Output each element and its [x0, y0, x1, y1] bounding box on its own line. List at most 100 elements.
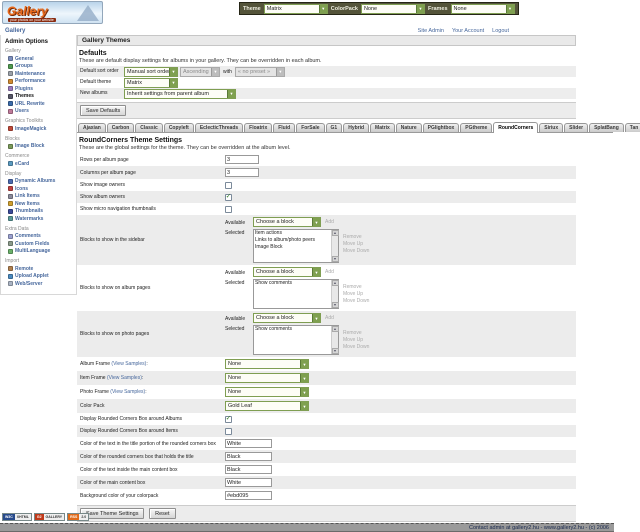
sidebar-item-thumbnails[interactable]: Thumbnails — [5, 208, 74, 216]
scroll-down-icon[interactable]: ▼ — [331, 348, 339, 354]
sidebar-item-dynamic-albums[interactable]: Dynamic Albums — [5, 178, 74, 186]
sidebar-item-comments[interactable]: Comments — [5, 233, 74, 241]
view-samples-link[interactable]: (View Samples) — [111, 361, 147, 367]
scroll-up-icon[interactable]: ▲ — [331, 326, 339, 332]
tab-classic[interactable]: Classic — [135, 123, 163, 132]
tab-eclecticthreads[interactable]: EclecticThreads — [194, 123, 244, 132]
show-micro-navigation-thumbnails-checkbox[interactable] — [225, 205, 232, 213]
sidebar-item-plugins[interactable]: Plugins — [5, 85, 74, 93]
list-option[interactable]: Image Block — [255, 244, 283, 250]
tab-floatrix[interactable]: Floatrix — [244, 123, 273, 132]
rows-per-album-page-input[interactable] — [225, 155, 259, 164]
sidebar-item-remote[interactable]: Remote — [5, 265, 74, 273]
your-account-link[interactable]: Your Account — [451, 27, 485, 34]
blocks-to-show-on-photo-pages-selected-list[interactable]: Show comments ▲ ▼ — [253, 325, 339, 355]
scroll-up-icon[interactable]: ▲ — [331, 280, 339, 286]
breadcrumb[interactable]: Gallery — [5, 27, 26, 34]
remove-button[interactable]: Remove — [343, 234, 362, 240]
scroll-down-icon[interactable]: ▼ — [331, 302, 339, 308]
list-option[interactable]: Show comments — [255, 326, 292, 332]
tab-pgtheme[interactable]: PGtheme — [460, 123, 493, 132]
move-down-button[interactable]: Move Down — [343, 248, 370, 254]
tab-pglightbox[interactable]: PGlightbox — [422, 123, 460, 132]
site-admin-link[interactable]: Site Admin — [417, 27, 444, 34]
scroll-up-icon[interactable]: ▲ — [331, 230, 339, 236]
rss-badge[interactable]: RSS 2.0 — [67, 513, 90, 521]
color-of-the-main-content-box-input[interactable] — [225, 478, 272, 487]
tab-splatbang[interactable]: SplatBang — [589, 123, 624, 132]
view-samples-link[interactable]: (View Samples) — [106, 375, 142, 381]
tab-nature[interactable]: Nature — [395, 123, 422, 132]
move-up-button[interactable]: Move Up — [343, 241, 364, 247]
view-samples-link[interactable]: (View Samples) — [110, 389, 146, 395]
tab-forsale[interactable]: ForSale — [296, 123, 325, 132]
gallery2-badge[interactable]: G2 GALLERY — [33, 513, 66, 521]
colorpack-select[interactable]: None ▼ — [360, 3, 425, 14]
tab-roundcorners[interactable]: RoundCorners — [493, 122, 539, 133]
add-button[interactable]: Add — [325, 219, 334, 225]
save-defaults-button[interactable]: Save Defaults — [80, 105, 127, 116]
item-frame-select[interactable]: None ▼ — [225, 373, 309, 383]
sidebar-item-icons[interactable]: Icons — [5, 185, 74, 193]
add-button[interactable]: Add — [325, 269, 334, 275]
gallery-logo[interactable]: Gallery your photos on your website — [2, 1, 103, 24]
sidebar-item-multilanguage[interactable]: MultiLanguage — [5, 248, 74, 256]
sidebar-item-custom-fields[interactable]: Custom Fields — [5, 240, 74, 248]
sidebar-item-watermarks[interactable]: Watermarks — [5, 215, 74, 223]
frames-select[interactable]: None ▼ — [450, 3, 515, 14]
sidebar-item-ecard[interactable]: eCard — [5, 160, 74, 168]
move-up-button[interactable]: Move Up — [343, 291, 364, 297]
list-option[interactable]: Show comments — [255, 280, 292, 286]
theme-select[interactable]: Matrix ▼ — [263, 3, 328, 14]
xhtml-badge[interactable]: W3C XHTML — [2, 513, 32, 521]
tab-fluid[interactable]: Fluid — [273, 123, 296, 132]
sidebar-item-general[interactable]: General — [5, 55, 74, 63]
blocks-to-show-in-the-sidebar-selected-list[interactable]: Item actions Links to album/photo peers Im… — [253, 229, 339, 263]
list-option[interactable]: Links to album/photo peers — [255, 237, 316, 243]
sidebar-item-users[interactable]: Users — [5, 108, 74, 116]
remove-button[interactable]: Remove — [343, 284, 362, 290]
remove-button[interactable]: Remove — [343, 330, 362, 336]
sidebar-item-new-items[interactable]: New Items — [5, 200, 74, 208]
tab-tan[interactable]: Tan — [624, 123, 640, 132]
tab-siriux[interactable]: Siriux — [539, 123, 564, 132]
list-option[interactable]: Item actions — [255, 230, 282, 236]
move-down-button[interactable]: Move Down — [343, 344, 370, 350]
sidebar-item-maintenance[interactable]: Maintenance — [5, 70, 74, 78]
move-up-button[interactable]: Move Up — [343, 337, 364, 343]
sidebar-item-link-items[interactable]: Link Items — [5, 193, 74, 201]
sidebar-item-performance[interactable]: Performance — [5, 78, 74, 86]
blocks-to-show-on-album-pages-selected-list[interactable]: Show comments ▲ ▼ — [253, 279, 339, 309]
tab-carbon[interactable]: Carbon — [106, 123, 135, 132]
logout-link[interactable]: Logout — [492, 27, 509, 34]
scrollbar[interactable]: ▲ ▼ — [331, 326, 339, 354]
sidebar-item-themes[interactable]: Themes — [5, 93, 74, 101]
display-rounded-corners-box-around-albums-checkbox[interactable]: ✓ — [225, 415, 232, 423]
color-pack-select[interactable]: Gold Leaf ▼ — [225, 401, 309, 411]
sidebar-item-url-rewrite[interactable]: URL Rewrite — [5, 100, 74, 108]
tab-hybrid[interactable]: Hybrid — [343, 123, 370, 132]
sidebar-item-groups[interactable]: Groups — [5, 63, 74, 71]
color-of-the-text-inside-the-main-content-box-input[interactable] — [225, 465, 272, 474]
color-of-the-rounded-corners-box-that-holds-the-title-input[interactable] — [225, 452, 272, 461]
album-frame-select[interactable]: None ▼ — [225, 359, 309, 369]
sidebar-item-image-block[interactable]: Image Block — [5, 143, 74, 151]
default-sort-order-select[interactable]: Manual sort order ▼ — [124, 66, 178, 77]
sidebar-item-upload-applet[interactable]: Upload Applet — [5, 273, 74, 281]
tab-matrix[interactable]: Matrix — [370, 123, 395, 132]
tab-ajaxian[interactable]: Ajaxian — [78, 123, 106, 132]
blocks-to-show-in-the-sidebar-available-select[interactable]: Choose a block ▼ — [253, 217, 321, 227]
show-album-owners-checkbox[interactable]: ✓ — [225, 193, 232, 201]
move-down-button[interactable]: Move Down — [343, 298, 370, 304]
sidebar-item-imagemagick[interactable]: ImageMagick — [5, 125, 74, 133]
photo-frame-select[interactable]: None ▼ — [225, 387, 309, 397]
background-color-of-your-colorpack-input[interactable] — [225, 491, 272, 500]
new-albums-select[interactable]: Inherit settings from parent album ▼ — [124, 88, 236, 99]
tab-slider[interactable]: Slider — [564, 123, 589, 132]
color-of-the-text-in-the-title-portion-of-the-rounded-corners-box-input[interactable] — [225, 439, 272, 448]
display-rounded-corners-box-around-items-checkbox[interactable] — [225, 427, 232, 435]
tab-copyleft[interactable]: Copyleft — [163, 123, 194, 132]
sidebar-item-web-server[interactable]: Web/Server — [5, 280, 74, 288]
reset-button[interactable]: Reset — [149, 508, 176, 519]
blocks-to-show-on-album-pages-available-select[interactable]: Choose a block ▼ — [253, 267, 321, 277]
